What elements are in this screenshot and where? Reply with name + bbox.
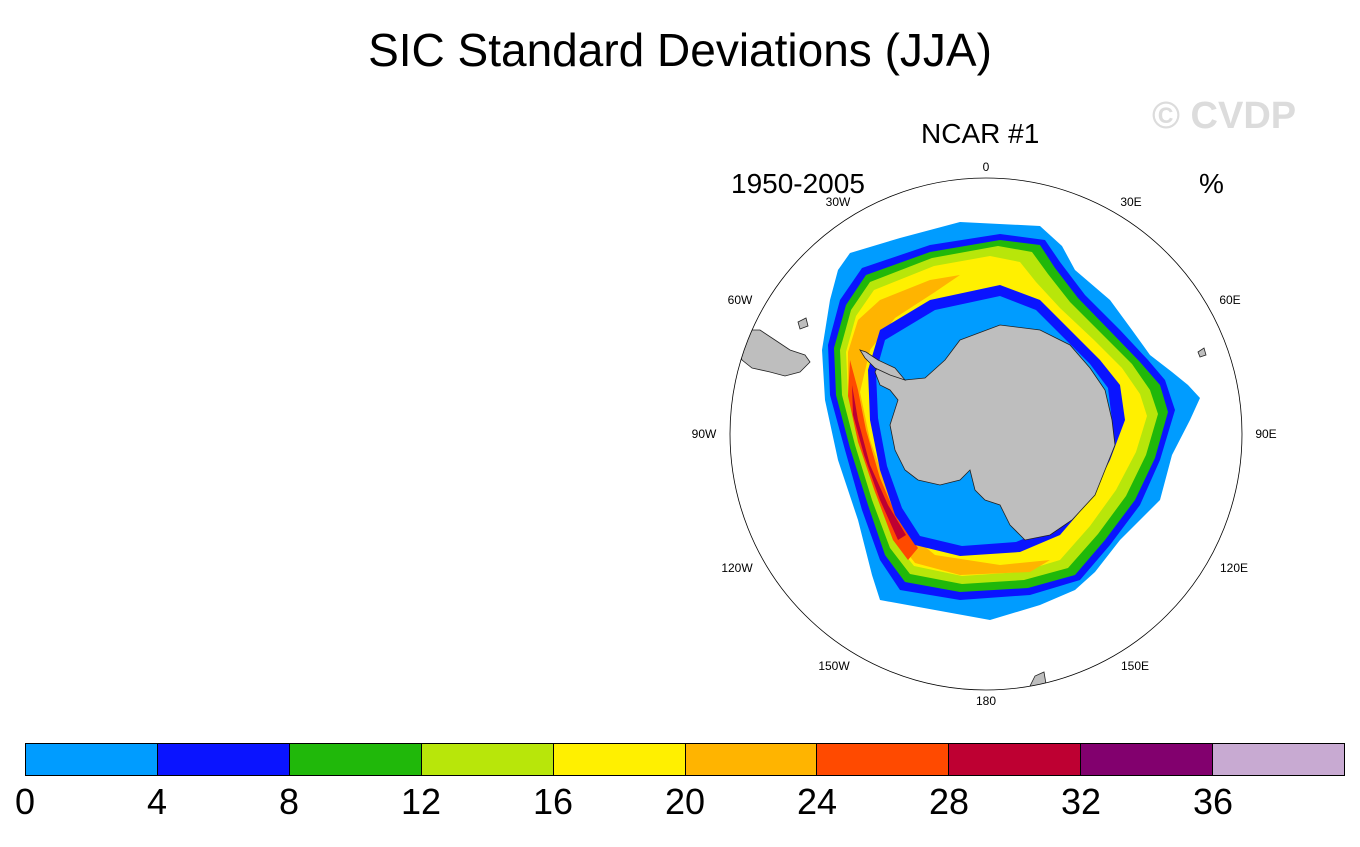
map-field [734,222,1207,690]
colorbar-tick-label: 16 [532,781,574,822]
antarctic-peninsula [859,349,907,381]
lon-label: 0 [983,160,990,174]
lon-label: 60E [1219,293,1240,307]
colorbar [25,743,1345,776]
model-label: NCAR #1 [921,118,1040,149]
colorbar-swatch [949,744,1082,775]
falkland-islands [797,317,809,330]
lon-label: 90E [1255,427,1276,441]
colorbar-tick-label: 36 [1192,781,1234,822]
lon-label: 30W [826,195,851,209]
lon-label: 150E [1121,659,1149,673]
units-label: % [1199,168,1224,199]
lon-label: 60W [728,293,753,307]
kerguelen-island [1197,347,1207,358]
colorbar-swatch [26,744,158,775]
lon-label: 30E [1120,195,1141,209]
map-frame [729,177,1243,691]
cvdp-watermark: © CVDP [1152,95,1297,137]
lon-label: 120W [721,561,753,575]
colorbar-swatch [289,744,422,775]
antarctica-landmass [874,324,1116,541]
lon-label: 150W [818,659,850,673]
colorbar-tick-label: 20 [664,781,706,822]
colorbar-swatch [421,744,554,775]
colorbar-tick-label: 28 [928,781,970,822]
colorbar-swatch [1081,744,1214,775]
lon-label: 120E [1220,561,1248,575]
colorbar-tick-label: 32 [1060,781,1102,822]
colorbar-tick-label: 0 [14,781,36,822]
south-america-tip [734,329,811,377]
colorbar-tick-label: 24 [796,781,838,822]
colorbar-swatch [1213,744,1345,775]
colorbar-tick-label: 4 [146,781,168,822]
lon-label: 90W [692,427,717,441]
colorbar-swatch [157,744,290,775]
longitude-labels: 0 30E 60E 90E 120E 150E 180 150W 120W 90… [692,160,1277,708]
sic-band-24-28 [848,360,918,560]
colorbar-tick-label: 12 [400,781,442,822]
colorbar-tick-label: 8 [278,781,300,822]
new-zealand-south [1027,671,1047,690]
lon-label: 180 [976,694,996,708]
page-title: SIC Standard Deviations (JJA) [368,24,992,76]
period-label: 1950-2005 [731,168,865,199]
colorbar-swatch [685,744,818,775]
colorbar-swatch [817,744,950,775]
colorbar-swatch [553,744,686,775]
